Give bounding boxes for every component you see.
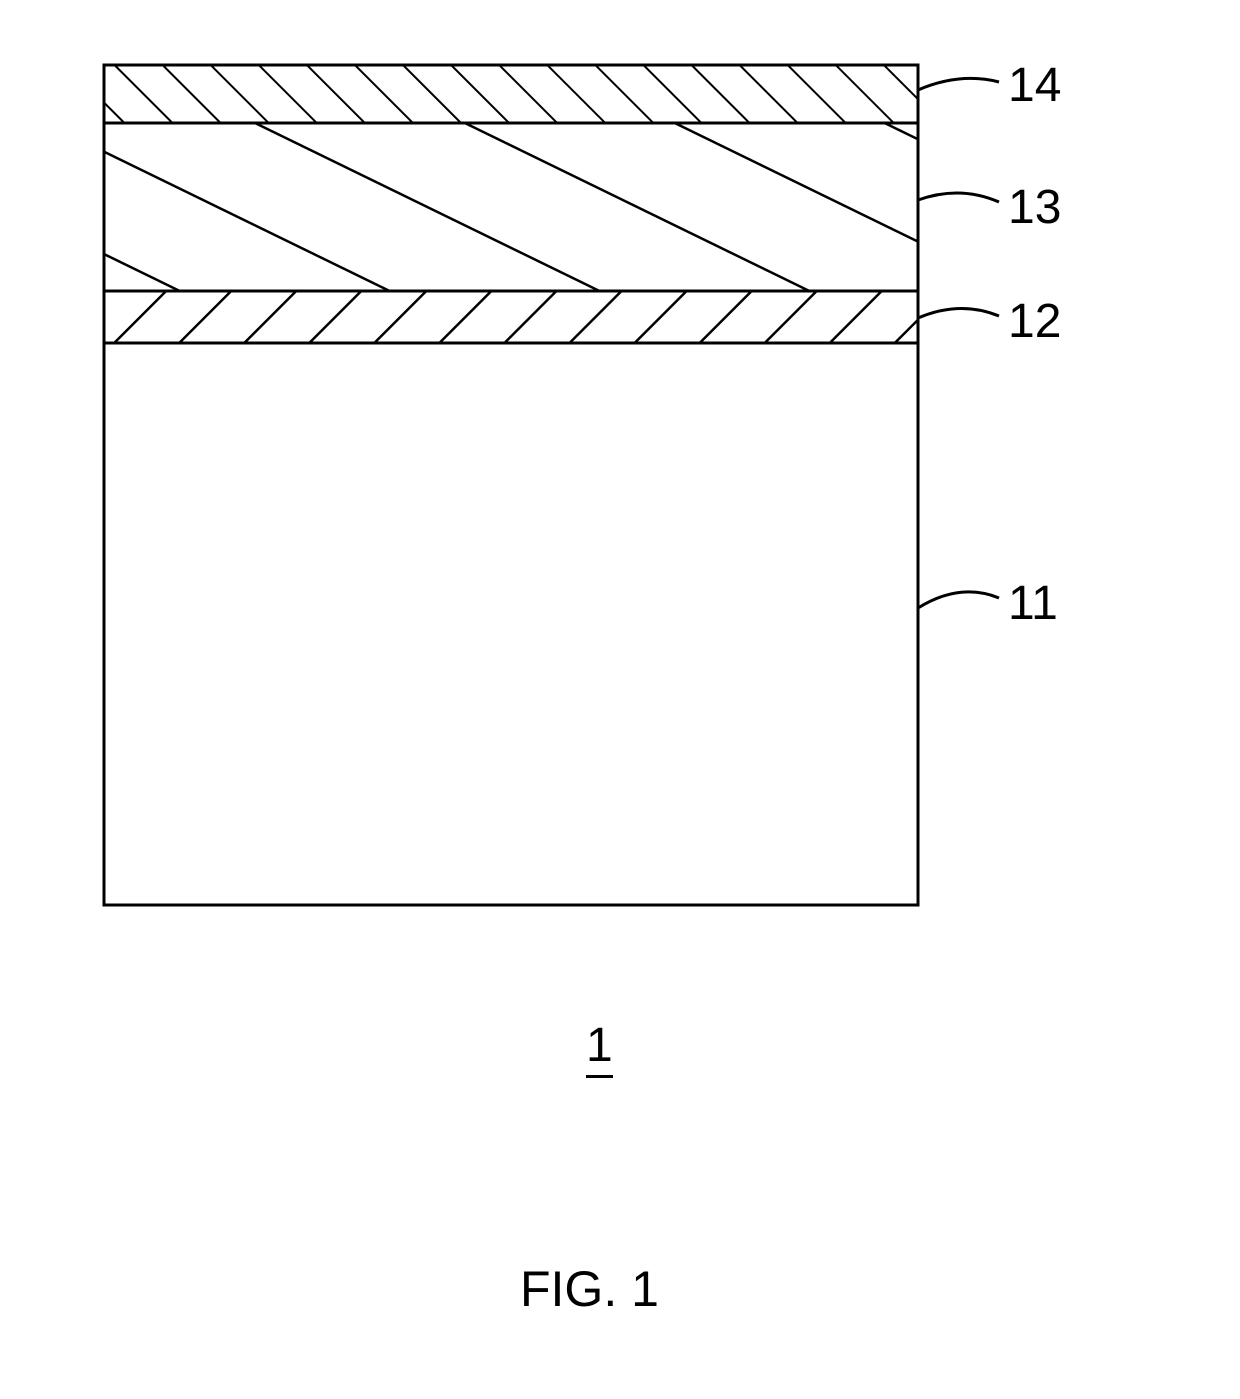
layer-label-13: 13 (1008, 180, 1061, 235)
figure-reference-number: 1 (586, 1018, 613, 1078)
layer-label-12: 12 (1008, 294, 1061, 349)
figure-stage: 14 13 12 11 1 FIG. 1 (0, 0, 1240, 1399)
layer-label-14: 14 (1008, 58, 1061, 113)
layer-label-11: 11 (1008, 576, 1058, 631)
figure-caption: FIG. 1 (520, 1260, 659, 1318)
